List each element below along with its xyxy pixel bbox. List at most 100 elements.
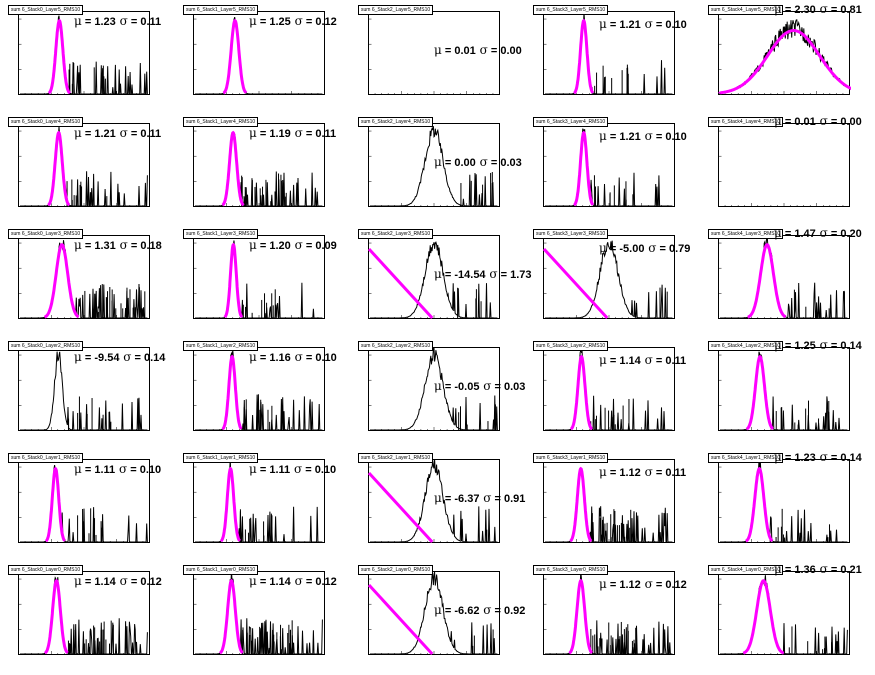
sigma-value: 0.10 xyxy=(665,131,687,143)
fit-statistics: μ = -6.62 σ = 0.92 xyxy=(434,603,526,617)
sigma-symbol: σ xyxy=(815,338,828,352)
gaussian-fit-curve xyxy=(747,243,787,319)
histogram-series xyxy=(195,459,323,543)
mu-value: 1.25 xyxy=(269,16,291,28)
mu-value: -0.05 xyxy=(454,381,480,393)
gaussian-fit-curve xyxy=(745,466,774,543)
fit-statistics: μ = 1.14 σ = 0.12 xyxy=(249,574,337,588)
histogram-series xyxy=(195,240,323,319)
plot-area xyxy=(193,11,325,95)
sigma-symbol: σ xyxy=(479,491,492,505)
mu-symbol: μ xyxy=(599,577,607,591)
sigma-value: 0.12 xyxy=(140,576,162,588)
histogram-series xyxy=(370,459,498,543)
mu-symbol: μ xyxy=(434,491,442,505)
histogram-title: sum 6_Stack4_Layer2_RMS10 xyxy=(708,341,784,351)
sigma-symbol: σ xyxy=(815,450,828,464)
histogram-title: sum 6_Stack0_Layer1_RMS10 xyxy=(8,453,84,463)
plot-area xyxy=(368,459,500,544)
gaussian-fit-curve xyxy=(222,18,248,95)
sigma-symbol: σ xyxy=(290,126,303,140)
histogram-line xyxy=(370,571,498,655)
sigma-symbol: σ xyxy=(640,129,653,143)
mu-symbol: μ xyxy=(434,43,442,57)
histogram-panel: sum 6_Stack4_Layer2_RMS10 μ = 1.25 σ = 0.… xyxy=(700,336,875,448)
sigma-symbol: σ xyxy=(115,574,128,588)
histogram-line xyxy=(195,350,323,431)
sigma-value: 0.10 xyxy=(315,352,337,364)
sigma-symbol: σ xyxy=(815,226,828,240)
histogram-title: sum 6_Stack4_Layer3_RMS10 xyxy=(708,229,784,239)
histogram-line xyxy=(195,16,323,95)
plot-area xyxy=(18,571,150,655)
histogram-title: sum 6_Stack1_Layer5_RMS10 xyxy=(183,5,259,15)
histogram-panel: sum 6_Stack1_Layer3_RMS10 μ = 1.20 σ = 0.… xyxy=(175,224,350,336)
histogram-series xyxy=(545,12,673,95)
mu-symbol: μ xyxy=(249,126,257,140)
plot-area xyxy=(18,347,150,431)
sigma-symbol: σ xyxy=(290,350,303,364)
histogram-line xyxy=(545,128,673,207)
fit-statistics: μ = 1.23 σ = 0.11 xyxy=(74,14,162,28)
fit-statistics: μ = 2.30 σ = 0.81 xyxy=(774,2,862,16)
histogram-panel: sum 6_Stack0_Layer3_RMS10 μ = 1.31 σ = 0.… xyxy=(0,224,175,336)
mu-symbol: μ xyxy=(249,350,257,364)
histogram-panel: sum 6_Stack0_Layer2_RMS10 μ = -9.54 σ = 0… xyxy=(0,336,175,448)
sigma-symbol: σ xyxy=(479,603,492,617)
histogram-title: sum 6_Stack4_Layer5_RMS10 xyxy=(708,5,784,15)
histogram-series xyxy=(370,571,498,655)
sigma-value: 0.10 xyxy=(665,19,687,31)
sigma-value: 0.12 xyxy=(665,579,687,591)
histogram-panel: sum 6_Stack2_Layer5_RMS10 μ = 0.01 σ = 0.… xyxy=(350,0,525,112)
mu-symbol: μ xyxy=(249,14,257,28)
mu-value: -9.54 xyxy=(94,352,120,364)
gaussian-fit-curve xyxy=(47,18,71,95)
plot-area xyxy=(718,11,851,95)
sigma-value: 0.10 xyxy=(139,464,162,476)
histogram-line xyxy=(545,12,673,95)
histogram-panel: sum 6_Stack1_Layer2_RMS10 μ = 1.16 σ = 0.… xyxy=(175,336,350,448)
histogram-title: sum 6_Stack1_Layer1_RMS10 xyxy=(183,453,259,463)
histogram-panel: sum 6_Stack2_Layer1_RMS10 μ = -6.37 σ = 0… xyxy=(350,448,525,560)
histogram-title: sum 6_Stack3_Layer1_RMS10 xyxy=(533,453,609,463)
fit-statistics: μ = 1.31 σ = 0.18 xyxy=(74,238,162,252)
sigma-value: 0.81 xyxy=(840,4,862,16)
mu-value: 1.12 xyxy=(619,467,641,479)
histogram-line xyxy=(370,126,498,207)
plot-area xyxy=(543,571,675,655)
plot-area xyxy=(18,235,150,319)
gaussian-fit-curve xyxy=(47,130,71,207)
mu-symbol: μ xyxy=(774,226,782,240)
histogram-panel: sum 6_Stack3_Layer3_RMS10 μ = -5.00 σ = 0… xyxy=(525,224,700,336)
sigma-value: 0.91 xyxy=(504,493,526,505)
histogram-panel: sum 6_Stack4_Layer0_RMS10 μ = 1.36 σ = 0.… xyxy=(700,560,875,672)
histogram-title: sum 6_Stack4_Layer1_RMS10 xyxy=(708,453,784,463)
mu-value: 1.12 xyxy=(619,579,641,591)
histogram-series xyxy=(195,571,323,655)
sigma-value: 1.73 xyxy=(510,269,532,281)
sigma-symbol: σ xyxy=(290,462,303,476)
fit-statistics: μ = -5.00 σ = 0.79 xyxy=(599,241,691,255)
histogram-panel: sum 6_Stack0_Layer1_RMS10 μ = 1.11 σ = 0.… xyxy=(0,448,175,560)
histogram-panel: sum 6_Stack0_Layer4_RMS10 μ = 1.21 σ = 0.… xyxy=(0,112,175,224)
fit-statistics: μ = 1.36 σ = 0.21 xyxy=(774,562,862,576)
sigma-symbol: σ xyxy=(475,43,488,57)
mu-symbol: μ xyxy=(74,350,82,364)
histogram-panel: sum 6_Stack1_Layer0_RMS10 μ = 1.14 σ = 0.… xyxy=(175,560,350,672)
plot-area xyxy=(368,123,500,207)
sigma-value: 0.14 xyxy=(840,452,862,464)
mu-value: 1.31 xyxy=(94,240,116,252)
histogram-panel: sum 6_Stack4_Layer3_RMS10 μ = 1.47 σ = 0.… xyxy=(700,224,875,336)
histogram-series xyxy=(545,240,673,319)
histogram-panel: sum 6_Stack4_Layer4_RMS10 μ = 0.01 σ = 0.… xyxy=(700,112,875,224)
histogram-line xyxy=(20,576,148,655)
histogram-panel: sum 6_Stack1_Layer1_RMS10 μ = 1.11 σ = 0.… xyxy=(175,448,350,560)
fit-statistics: μ = 1.21 σ = 0.11 xyxy=(74,126,162,140)
histogram-line xyxy=(20,15,148,95)
mu-value: 1.21 xyxy=(94,128,116,140)
fit-statistics: μ = 1.23 σ = 0.14 xyxy=(774,450,862,464)
histogram-title: sum 6_Stack0_Layer4_RMS10 xyxy=(8,117,84,127)
fit-statistics: μ = 1.14 σ = 0.11 xyxy=(599,353,687,367)
histogram-title: sum 6_Stack2_Layer1_RMS10 xyxy=(358,453,434,463)
sigma-symbol: σ xyxy=(115,238,128,252)
